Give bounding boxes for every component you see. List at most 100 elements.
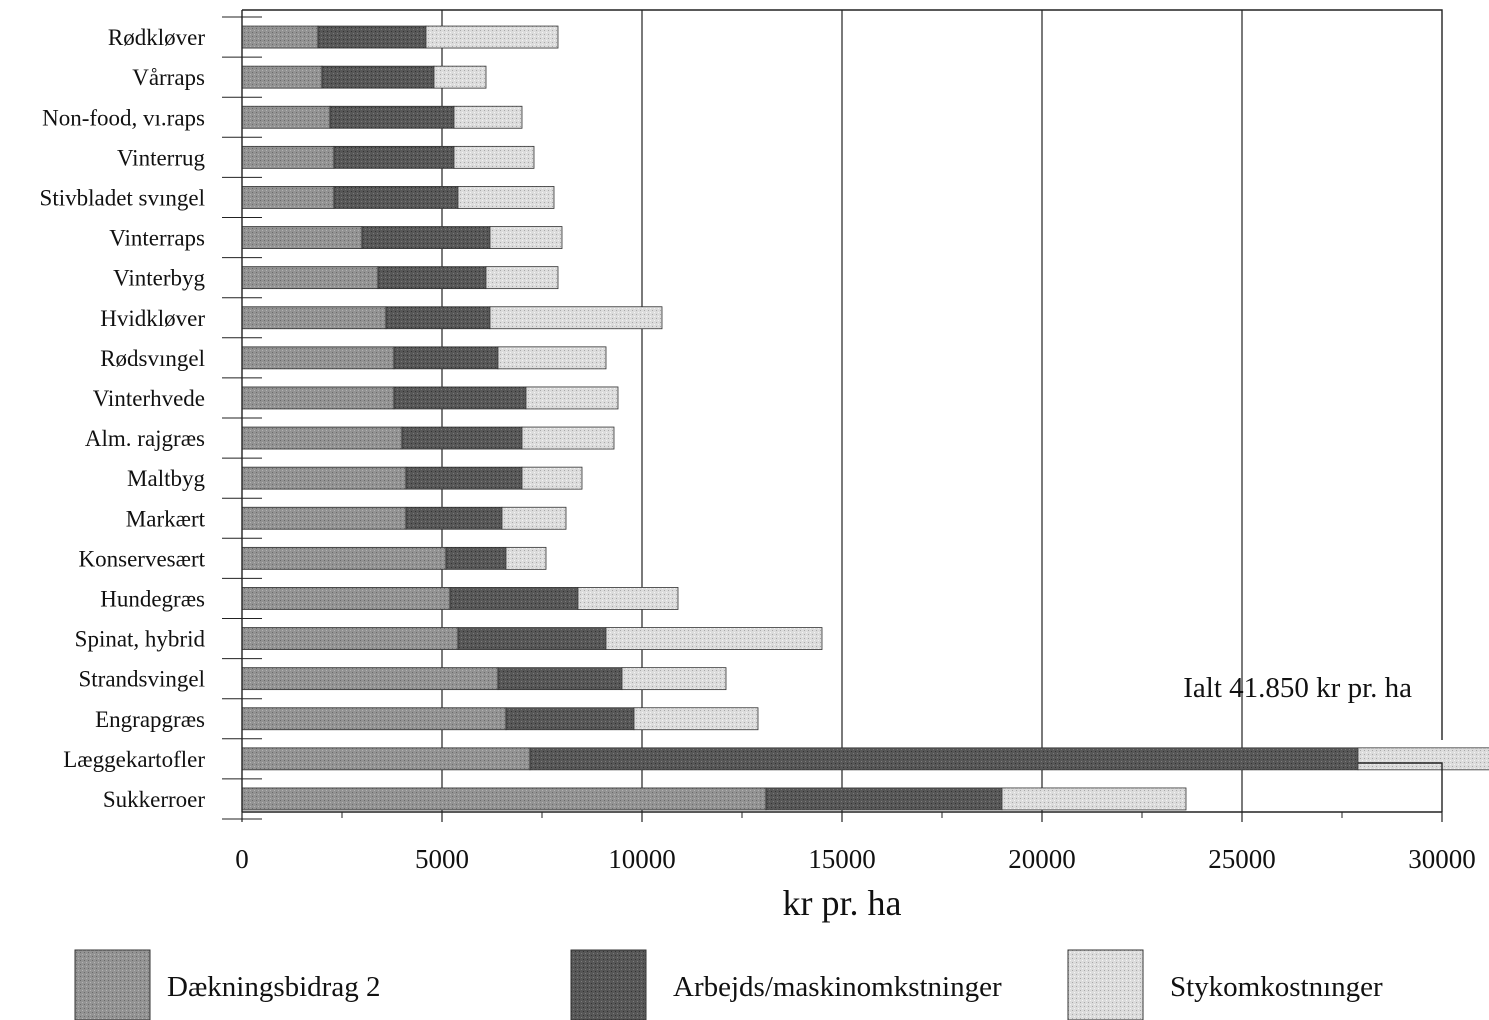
bar-segment — [505, 546, 547, 570]
category-label: Vinterbyg — [113, 266, 205, 291]
legend-label: Dækningsbidrag 2 — [167, 971, 380, 1003]
plot-border — [242, 9, 1443, 740]
bar-segment — [425, 25, 559, 49]
bar-segment — [457, 627, 607, 650]
bar-segment — [485, 266, 559, 290]
category-label: Engrapgræs — [95, 707, 205, 732]
bar-segment — [605, 627, 823, 650]
bar-segment — [529, 747, 1359, 771]
total-annotation: Ialt 41.850 kr pr. ha — [1183, 672, 1412, 704]
bar-segment — [241, 667, 499, 691]
bar-segment — [1001, 787, 1187, 811]
x-tick-label: 30000 — [1408, 844, 1476, 874]
bar-segment — [241, 707, 507, 731]
plot-frame — [241, 9, 1443, 813]
legend-label: Arbejds/maskinomkstninger — [673, 971, 1002, 1003]
category-label: Spinat, hybrid — [75, 627, 206, 652]
x-tick-label: 10000 — [608, 844, 676, 874]
plot-border-lower — [1358, 762, 1443, 812]
bar-segment — [241, 105, 331, 129]
bar-segment — [329, 105, 455, 129]
bar-segment — [505, 707, 635, 731]
bar-segment — [241, 25, 319, 49]
category-label: Sukkerroer — [103, 787, 206, 812]
bar-segment — [521, 466, 583, 490]
bar-segment — [433, 65, 487, 89]
bar-segment — [621, 667, 727, 691]
bar-segment — [765, 787, 1003, 811]
bar-segment — [405, 506, 503, 530]
legend-swatch — [570, 949, 647, 1020]
bar-segment — [633, 707, 759, 731]
category-label: Hundegræs — [100, 586, 205, 611]
bar-segment — [453, 145, 535, 169]
category-label: Vinterrug — [117, 145, 206, 170]
category-label: Stivbladet svıngel — [40, 185, 205, 210]
bar-segment — [393, 346, 499, 370]
gridlines — [222, 10, 1443, 822]
bar-segment — [453, 105, 523, 129]
bar-segment — [241, 546, 447, 570]
category-label: Konservesært — [79, 546, 206, 571]
bar-segment — [241, 346, 395, 370]
bar-segment — [497, 346, 607, 370]
x-tick-label: 15000 — [808, 844, 876, 874]
bars — [241, 25, 1489, 811]
bar-segment — [241, 747, 531, 771]
legend-swatch — [1067, 949, 1144, 1020]
bar-segment — [525, 386, 619, 410]
legend-label: Stykomkostnınger — [1170, 971, 1383, 1003]
bar-segment — [401, 426, 523, 450]
x-tick-labels: 0 5000 10000 15000 20000 25000 30000 — [235, 844, 1476, 874]
x-tick-label: 5000 — [415, 844, 469, 874]
legend: Dækningsbidrag 2 Arbejds/maskinomkstninge… — [74, 949, 1383, 1020]
bar-segment — [241, 587, 451, 610]
bar-segment — [241, 226, 363, 249]
category-label: Hvidkløver — [100, 306, 205, 331]
category-label: Vinterhvede — [93, 386, 205, 411]
bar-segment — [241, 306, 387, 330]
bar-segment — [241, 506, 407, 530]
category-label: Strandsvingel — [79, 667, 206, 692]
bar-segment — [241, 787, 767, 811]
x-tick-label: 0 — [235, 844, 249, 874]
bar-segment — [1357, 747, 1489, 771]
bar-segment — [321, 65, 435, 89]
bar-segment — [241, 186, 335, 209]
bar-segment — [317, 25, 427, 49]
bar-segment — [241, 266, 379, 290]
x-tick-label: 20000 — [1008, 844, 1076, 874]
bar-segment — [361, 226, 491, 249]
bar-segment — [497, 667, 623, 691]
bar-segment — [377, 266, 487, 290]
bar-segment — [501, 506, 567, 530]
bar-segment — [241, 466, 407, 490]
category-label: Vårraps — [132, 65, 205, 90]
bar-segment — [241, 145, 335, 169]
category-label: Vinterraps — [109, 226, 205, 251]
bar-segment — [241, 426, 403, 450]
bar-segment — [241, 386, 395, 410]
x-tick-label: 25000 — [1208, 844, 1276, 874]
bar-segment — [489, 306, 663, 330]
bar-segment — [385, 306, 491, 330]
bar-segment — [333, 145, 455, 169]
bar-segment — [577, 587, 679, 610]
x-axis-title: kr pr. ha — [783, 883, 902, 923]
legend-swatch — [74, 949, 151, 1020]
bar-segment — [333, 186, 459, 209]
category-label: Rødkløver — [108, 25, 205, 50]
bar-segment — [241, 627, 459, 650]
bar-segment — [457, 186, 555, 209]
category-label: Markært — [126, 506, 206, 531]
category-label: Læggekartofler — [63, 747, 205, 772]
bar-segment — [393, 386, 527, 410]
category-label: Alm. rajgræs — [85, 426, 205, 451]
category-label: Rødsvıngel — [100, 346, 205, 371]
category-label: Non-food, vı.raps — [42, 105, 205, 130]
bar-segment — [445, 546, 507, 570]
bar-segment — [489, 226, 563, 249]
category-labels: Rødkløver Vårraps Non-food, vı.raps Vinterr… — [40, 25, 206, 812]
bar-segment — [449, 587, 579, 610]
